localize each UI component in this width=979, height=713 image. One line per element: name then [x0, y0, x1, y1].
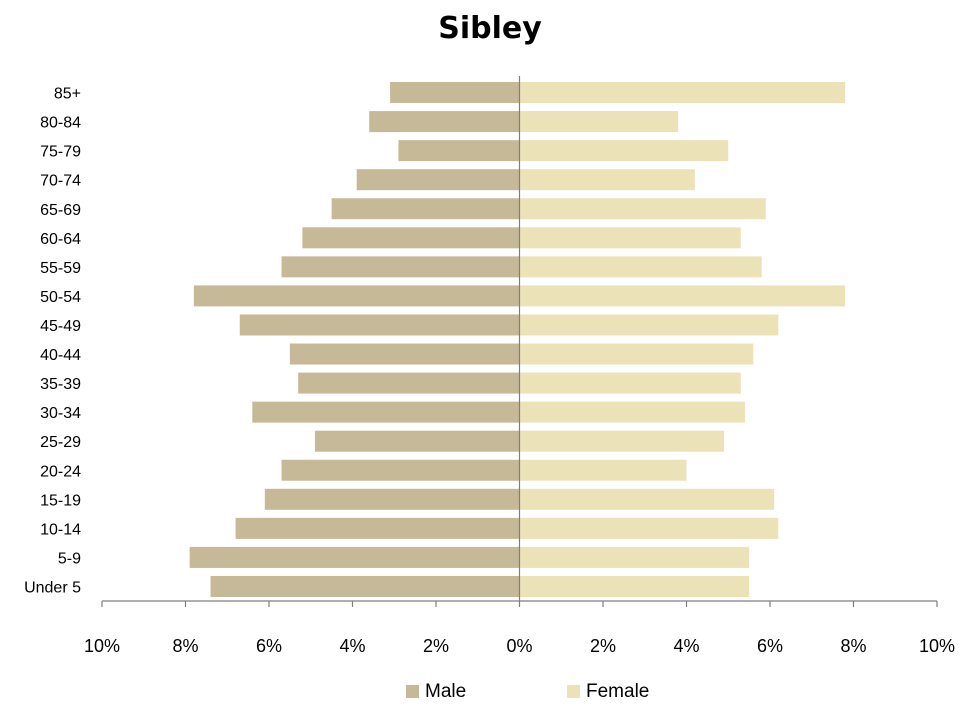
bar-female-70-74 — [519, 169, 695, 191]
bar-female-5-9 — [519, 546, 750, 568]
legend-swatch-male — [406, 685, 419, 698]
category-label-under-5: Under 5 — [24, 579, 81, 596]
bar-female-10-14 — [519, 517, 779, 539]
bar-male-under-5 — [210, 575, 520, 597]
bar-female-85 — [519, 82, 846, 104]
bar-male-25-29 — [314, 430, 520, 452]
category-label-50-54: 50-54 — [40, 289, 81, 306]
x-tick-label: 0% — [506, 636, 532, 656]
bar-female-50-54 — [519, 285, 846, 307]
category-labels: Under 5 5-9 10-14 15-19 20-24 25-29 30-34 35-39… — [24, 86, 81, 597]
category-label-65-69: 65-69 — [40, 202, 81, 219]
bar-male-85 — [390, 82, 520, 104]
bar-male-30-34 — [252, 401, 520, 423]
category-label-45-49: 45-49 — [40, 318, 81, 335]
bar-male-5-9 — [189, 546, 520, 568]
bar-male-70-74 — [356, 169, 520, 191]
category-label-85: 85+ — [54, 86, 81, 103]
x-tick-label: 4% — [673, 636, 699, 656]
bar-male-10-14 — [235, 517, 520, 539]
bar-female-40-44 — [519, 343, 754, 365]
bar-female-20-24 — [519, 459, 687, 481]
bar-male-20-24 — [281, 459, 520, 481]
bar-female-25-29 — [519, 430, 725, 452]
category-label-70-74: 70-74 — [40, 173, 81, 190]
bar-female-under-5 — [519, 575, 750, 597]
bar-male-75-79 — [398, 140, 520, 162]
x-tick-label: 10% — [919, 636, 955, 656]
category-label-60-64: 60-64 — [40, 231, 81, 248]
category-label-55-59: 55-59 — [40, 260, 81, 277]
category-label-20-24: 20-24 — [40, 463, 81, 480]
x-tick-label: 6% — [256, 636, 282, 656]
x-tick-label: 8% — [840, 636, 866, 656]
legend-label-female: Female — [586, 681, 649, 702]
bar-female-65-69 — [519, 198, 766, 220]
bar-female-55-59 — [519, 256, 762, 278]
chart-title: Sibley — [438, 11, 542, 46]
bar-male-60-64 — [302, 227, 520, 249]
category-label-75-79: 75-79 — [40, 144, 81, 161]
category-label-30-34: 30-34 — [40, 405, 81, 422]
x-tick-label: 10% — [84, 636, 120, 656]
bar-female-45-49 — [519, 314, 779, 336]
legend-swatch-female — [567, 685, 580, 698]
bar-female-15-19 — [519, 488, 775, 510]
bar-male-40-44 — [289, 343, 520, 365]
bar-female-60-64 — [519, 227, 741, 249]
bar-male-55-59 — [281, 256, 520, 278]
bars-group — [189, 82, 846, 597]
bar-female-80-84 — [519, 111, 679, 133]
category-label-35-39: 35-39 — [40, 376, 81, 393]
bar-male-50-54 — [193, 285, 520, 307]
bar-male-65-69 — [331, 198, 520, 220]
legend: Male Female — [406, 681, 649, 702]
category-label-10-14: 10-14 — [40, 521, 81, 538]
x-tick-label: 6% — [757, 636, 783, 656]
bar-male-35-39 — [298, 372, 520, 394]
bar-male-80-84 — [369, 111, 520, 133]
x-axis: 10% 8% 6% 4% 2% 0% 2% 4% 6% 8% 10% — [84, 76, 955, 656]
category-label-25-29: 25-29 — [40, 434, 81, 451]
x-tick-label: 2% — [590, 636, 616, 656]
bar-female-75-79 — [519, 140, 729, 162]
category-label-40-44: 40-44 — [40, 347, 81, 364]
bar-female-35-39 — [519, 372, 741, 394]
bar-male-45-49 — [239, 314, 520, 336]
category-label-5-9: 5-9 — [58, 550, 81, 567]
x-tick-label: 4% — [339, 636, 365, 656]
legend-label-male: Male — [425, 681, 466, 702]
bar-female-30-34 — [519, 401, 745, 423]
category-label-80-84: 80-84 — [40, 115, 81, 132]
bar-male-15-19 — [264, 488, 520, 510]
category-label-15-19: 15-19 — [40, 492, 81, 509]
x-tick-label: 2% — [423, 636, 449, 656]
x-tick-label: 8% — [172, 636, 198, 656]
